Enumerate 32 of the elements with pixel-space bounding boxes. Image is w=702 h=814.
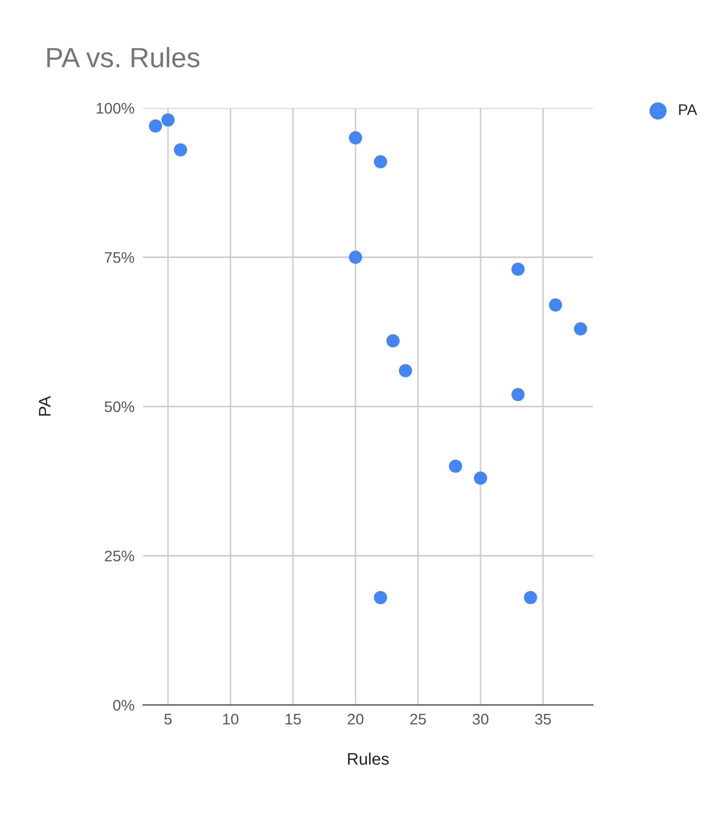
point bbox=[161, 113, 175, 127]
point bbox=[174, 143, 188, 156]
point bbox=[374, 590, 388, 604]
point bbox=[548, 298, 562, 312]
y-tick-label: 100% bbox=[96, 102, 134, 114]
point bbox=[524, 590, 538, 604]
x-tick-label: 5 bbox=[164, 714, 172, 725]
x-tick-label: 25 bbox=[410, 714, 426, 725]
point bbox=[574, 322, 588, 336]
point bbox=[348, 131, 362, 144]
point bbox=[474, 472, 488, 485]
y-axis-title: PA bbox=[39, 396, 50, 416]
x-tick-label: 15 bbox=[286, 714, 301, 725]
y-tick-label: 0% bbox=[113, 700, 134, 711]
x-tick-label: 20 bbox=[348, 714, 364, 725]
x-tick-label: 35 bbox=[535, 714, 551, 725]
chart-title: PA vs. Rules bbox=[47, 47, 200, 68]
x-axis-title: Rules bbox=[348, 752, 389, 765]
point bbox=[511, 388, 525, 402]
legend-label: PA bbox=[679, 104, 698, 115]
point bbox=[348, 250, 362, 264]
y-tick-label: 75% bbox=[104, 252, 134, 263]
point bbox=[448, 460, 462, 473]
point bbox=[398, 364, 412, 378]
x-tick-label: 10 bbox=[223, 714, 238, 725]
point bbox=[148, 119, 162, 132]
point bbox=[374, 155, 388, 168]
y-tick-label: 25% bbox=[104, 550, 134, 562]
point bbox=[511, 262, 525, 276]
y-tick-label: 50% bbox=[104, 401, 134, 412]
x-tick-label: 30 bbox=[472, 714, 488, 725]
point bbox=[386, 334, 400, 348]
